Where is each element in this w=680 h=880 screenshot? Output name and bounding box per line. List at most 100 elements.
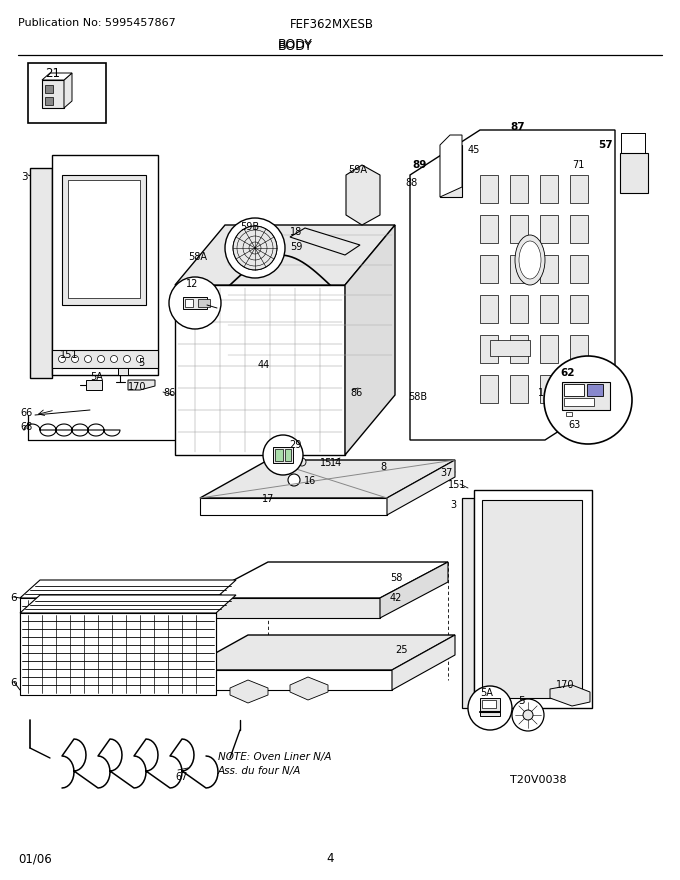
Circle shape	[84, 356, 92, 363]
Polygon shape	[410, 130, 615, 440]
Text: 5A: 5A	[90, 372, 103, 382]
Polygon shape	[290, 677, 328, 700]
Circle shape	[58, 356, 65, 363]
Text: 63: 63	[568, 420, 580, 430]
Bar	[480, 175, 498, 203]
Bar	[510, 375, 528, 403]
Text: 151: 151	[60, 350, 78, 360]
Polygon shape	[200, 498, 387, 515]
Bar	[570, 215, 588, 243]
Text: 58B: 58B	[408, 392, 427, 402]
Circle shape	[523, 710, 533, 720]
Bar	[510, 215, 528, 243]
Text: 86: 86	[163, 388, 175, 398]
Bar	[564, 384, 584, 396]
Bar	[42, 80, 64, 108]
Polygon shape	[175, 285, 345, 455]
Text: 1: 1	[538, 388, 544, 398]
Bar	[587, 384, 603, 396]
Bar	[45, 97, 53, 105]
Circle shape	[169, 277, 221, 329]
Bar	[570, 335, 588, 363]
Text: 25: 25	[395, 645, 407, 655]
Polygon shape	[200, 562, 448, 598]
Text: 6: 6	[10, 678, 16, 688]
Text: Publication No: 5995457867: Publication No: 5995457867	[18, 18, 175, 28]
Circle shape	[97, 356, 105, 363]
Bar	[510, 255, 528, 283]
Text: 01/06: 01/06	[18, 852, 52, 865]
Bar	[562, 382, 610, 410]
Ellipse shape	[515, 235, 545, 285]
Bar	[570, 375, 588, 403]
Text: 29: 29	[289, 440, 301, 450]
Bar	[480, 215, 498, 243]
Polygon shape	[440, 135, 462, 197]
Text: 89: 89	[412, 160, 426, 170]
Circle shape	[544, 356, 632, 444]
Text: 86: 86	[350, 388, 362, 398]
Polygon shape	[128, 380, 155, 390]
Text: 87: 87	[510, 122, 525, 132]
Text: 5A: 5A	[480, 688, 493, 698]
Bar	[510, 175, 528, 203]
Text: 3: 3	[450, 500, 456, 510]
Bar	[52, 350, 158, 368]
Text: 59A: 59A	[348, 165, 367, 175]
Text: NOTE: Oven Liner N/A: NOTE: Oven Liner N/A	[218, 752, 332, 762]
Bar	[540, 375, 558, 403]
Text: 12: 12	[186, 279, 199, 289]
Text: T20V0038: T20V0038	[510, 775, 566, 785]
Bar	[28, 63, 106, 123]
Text: 15: 15	[320, 458, 333, 468]
Bar	[510, 335, 528, 363]
Text: 3: 3	[21, 172, 28, 182]
Bar	[570, 295, 588, 323]
Polygon shape	[200, 598, 380, 618]
Text: 58: 58	[390, 573, 403, 583]
Bar	[198, 299, 210, 307]
Circle shape	[71, 356, 78, 363]
Circle shape	[288, 474, 300, 486]
Bar	[570, 255, 588, 283]
Polygon shape	[380, 562, 448, 618]
Text: 42: 42	[390, 593, 403, 603]
Text: 88: 88	[405, 178, 418, 188]
Text: 151: 151	[448, 480, 466, 490]
Bar	[482, 500, 582, 698]
Ellipse shape	[519, 241, 541, 279]
Text: 67: 67	[175, 772, 188, 782]
Polygon shape	[52, 155, 158, 375]
Text: 37: 37	[440, 468, 452, 478]
Text: 14: 14	[330, 458, 342, 468]
Text: 59B: 59B	[240, 222, 259, 232]
Text: 58A: 58A	[188, 252, 207, 262]
Bar	[490, 340, 530, 356]
Text: 44: 44	[258, 360, 270, 370]
Bar	[183, 297, 207, 309]
Text: 8: 8	[380, 462, 386, 472]
Circle shape	[263, 435, 303, 475]
Text: 66: 66	[20, 408, 32, 418]
Bar	[440, 145, 462, 197]
Polygon shape	[387, 460, 455, 515]
Bar	[482, 700, 496, 708]
Text: FEF362MXESB: FEF362MXESB	[290, 18, 374, 31]
Polygon shape	[185, 670, 392, 690]
Bar	[86, 380, 102, 390]
Polygon shape	[64, 73, 72, 108]
Polygon shape	[200, 460, 455, 498]
Polygon shape	[175, 225, 395, 285]
Text: 17: 17	[262, 494, 274, 504]
Bar	[480, 295, 498, 323]
Text: 68: 68	[20, 422, 32, 432]
Text: 59: 59	[290, 242, 303, 252]
Circle shape	[512, 699, 544, 731]
Polygon shape	[392, 635, 455, 690]
Bar	[620, 153, 648, 193]
Bar	[564, 398, 594, 406]
Text: 170: 170	[556, 680, 575, 690]
Text: Ass. du four N/A: Ass. du four N/A	[218, 766, 301, 776]
Text: 170: 170	[128, 382, 146, 392]
Text: 71: 71	[572, 160, 584, 170]
